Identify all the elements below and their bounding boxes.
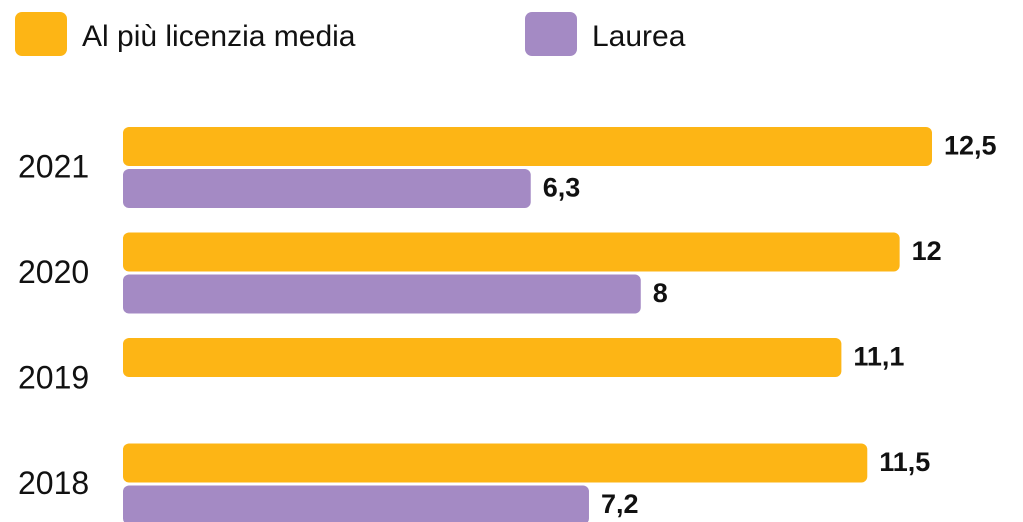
data-label: 11,1 [853,342,904,372]
bar [123,232,900,272]
data-label: 8 [653,278,668,308]
legend-swatch [525,12,577,56]
bar [123,127,932,166]
y-tick-label: 2020 [18,254,89,290]
bar [123,274,641,314]
data-label: 12,5 [944,131,997,161]
y-tick-label: 2019 [18,359,89,395]
bar [123,169,531,208]
data-label: 12 [912,236,942,266]
bar [123,338,842,377]
legend-swatch [15,12,67,56]
y-tick-label: 2021 [18,148,89,184]
y-tick-label: 2018 [18,465,89,501]
data-label: 6,3 [543,173,581,203]
data-label: 7,2 [601,489,639,519]
data-label: 11,5 [879,447,930,477]
bar [123,485,589,522]
legend-label: Laurea [592,20,686,53]
legend-label: Al più licenzia media [82,20,356,53]
bar [123,443,868,483]
